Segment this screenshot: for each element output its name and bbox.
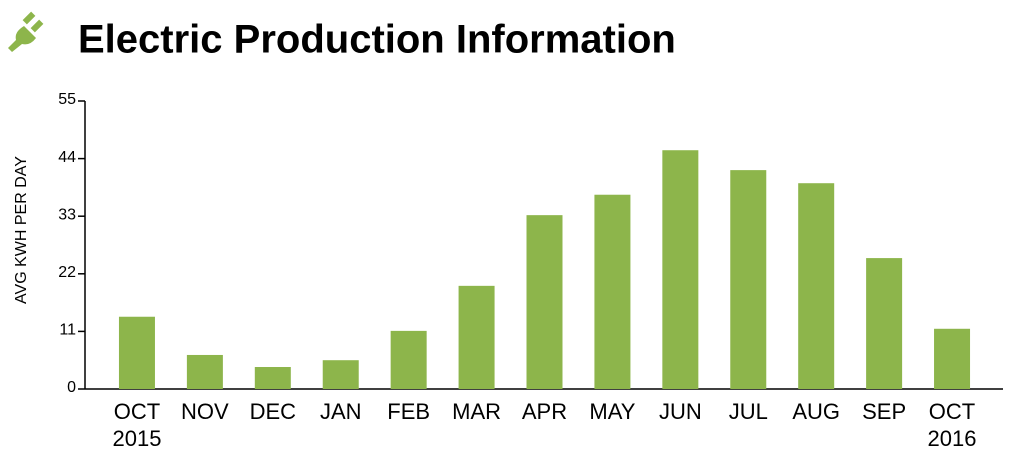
bar <box>322 360 359 389</box>
x-tick-label: MAR <box>452 399 501 424</box>
plug-icon <box>8 11 44 52</box>
bar <box>730 170 767 389</box>
x-tick-label: NOV <box>181 399 229 424</box>
bar <box>934 328 971 389</box>
x-tick-label: OCT <box>114 399 160 424</box>
x-tick-label: AUG <box>792 399 840 424</box>
y-tick-label: 22 <box>58 264 76 281</box>
x-tick-label: 2016 <box>928 426 977 451</box>
chart-title: Electric Production Information <box>78 18 676 62</box>
x-tick-label: JUL <box>729 399 768 424</box>
bar <box>254 367 291 389</box>
bar <box>390 330 427 389</box>
x-tick-label: MAY <box>589 399 635 424</box>
bar <box>186 354 223 389</box>
y-tick-label: 55 <box>58 91 76 108</box>
bar <box>798 183 835 389</box>
x-tick-label: SEP <box>862 399 906 424</box>
y-tick-label: 33 <box>58 206 76 223</box>
y-tick-label: 11 <box>59 322 76 339</box>
y-tick-label: 44 <box>58 149 76 166</box>
y-axis-label: AVG KWH PER DAY <box>13 156 30 304</box>
x-tick-label: 2015 <box>112 426 161 451</box>
bar <box>662 150 699 389</box>
x-tick-label: OCT <box>929 399 975 424</box>
x-tick-label: JAN <box>320 399 362 424</box>
bar <box>458 285 495 389</box>
bar <box>594 194 631 389</box>
y-tick-label: 0 <box>67 379 76 396</box>
bar <box>118 316 155 389</box>
x-tick-label: FEB <box>387 399 430 424</box>
x-tick-label: DEC <box>250 399 297 424</box>
bar <box>526 215 563 389</box>
x-tick-label: JUN <box>659 399 702 424</box>
bar <box>866 258 903 389</box>
x-tick-label: APR <box>522 399 567 424</box>
